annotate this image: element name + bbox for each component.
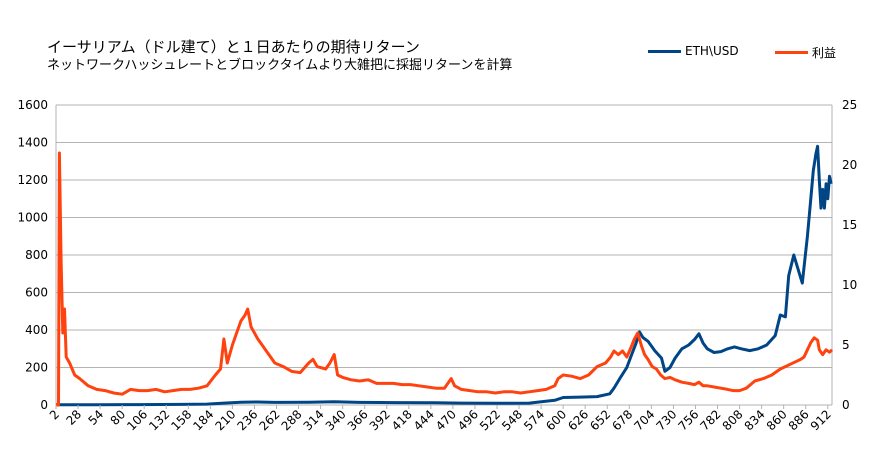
x-tick-label: 106 [124, 407, 150, 433]
y-left-tick-label: 1000 [17, 211, 48, 225]
y-left-tick-label: 1200 [17, 173, 48, 187]
x-tick-label: 548 [499, 407, 525, 433]
legend-label-profit: 利益 [812, 46, 837, 60]
chart-title: イーサリアム（ドル建て）と１日あたりの期待リターン [47, 38, 420, 56]
x-tick-label: 2 [47, 407, 62, 422]
y-right-tick-label: 5 [842, 338, 850, 352]
legend-label-eth-usd: ETH\USD [685, 44, 739, 58]
y-right-tick-label: 25 [842, 98, 857, 112]
x-tick-label: 470 [433, 407, 459, 433]
x-axis-ticks: 2 28 54 80106132158184210236262288314340366… [47, 405, 834, 433]
x-tick-label: 132 [146, 407, 172, 433]
legend-swatch-eth-usd [648, 49, 681, 53]
y-right-tick-label: 10 [842, 278, 857, 292]
y-left-tick-label: 0 [40, 398, 48, 412]
x-tick-label: 860 [764, 407, 790, 433]
y-right-tick-label: 15 [842, 218, 857, 232]
y-axis-left-ticks: 0 200 400 600 800 1000 1200 1400 1600 [17, 98, 48, 412]
y-right-tick-label: 0 [842, 398, 850, 412]
y-left-tick-label: 200 [25, 361, 48, 375]
y-left-tick-label: 1400 [17, 136, 48, 150]
x-tick-label: 210 [212, 407, 238, 433]
x-tick-label: 626 [565, 407, 591, 433]
x-tick-label: 418 [389, 407, 415, 433]
legend-item-profit: 利益 [775, 44, 836, 61]
x-tick-label: 288 [279, 407, 305, 433]
x-tick-label: 314 [301, 407, 327, 433]
series-line-eth-usd [56, 144, 833, 407]
x-tick-label: 158 [168, 407, 194, 433]
x-tick-label: 574 [521, 407, 547, 433]
x-tick-label: 730 [653, 407, 679, 433]
y-left-tick-label: 400 [25, 323, 48, 337]
x-tick-label: 782 [698, 407, 724, 433]
grid-lines [56, 104, 832, 406]
y-left-tick-label: 600 [25, 286, 48, 300]
x-tick-label: 262 [257, 407, 283, 433]
x-tick-label: 652 [587, 407, 613, 433]
x-tick-label: 28 [63, 407, 84, 428]
x-tick-label: 522 [477, 407, 503, 433]
x-tick-label: 834 [742, 407, 768, 433]
x-tick-label: 392 [367, 407, 393, 433]
y-left-tick-label: 1600 [17, 98, 48, 112]
x-tick-label: 340 [323, 407, 349, 433]
y-left-tick-label: 800 [25, 248, 48, 262]
y-right-tick-label: 20 [842, 158, 857, 172]
x-tick-label: 704 [631, 407, 657, 433]
x-tick-label: 886 [786, 407, 812, 433]
x-tick-label: 756 [675, 407, 701, 433]
legend-item-eth-usd: ETH\USD [648, 44, 739, 58]
y-axis-right-ticks: 0 5 10 15 20 25 [842, 98, 857, 412]
x-tick-label: 496 [455, 407, 481, 433]
series-lines [56, 144, 834, 407]
x-tick-label: 366 [345, 407, 371, 433]
x-tick-label: 236 [234, 407, 260, 433]
chart-subtitle: ネットワークハッシュレートとブロックタイムより大雑把に採掘リターンを計算 [47, 58, 513, 73]
series-line-profit [56, 151, 834, 407]
x-tick-label: 54 [86, 407, 107, 428]
x-tick-label: 912 [808, 407, 834, 433]
x-tick-label: 808 [720, 407, 746, 433]
x-tick-label: 184 [190, 407, 216, 433]
x-tick-label: 600 [543, 407, 569, 433]
x-tick-label: 678 [609, 407, 635, 433]
legend-swatch-profit [775, 51, 808, 54]
x-tick-label: 444 [411, 407, 437, 433]
